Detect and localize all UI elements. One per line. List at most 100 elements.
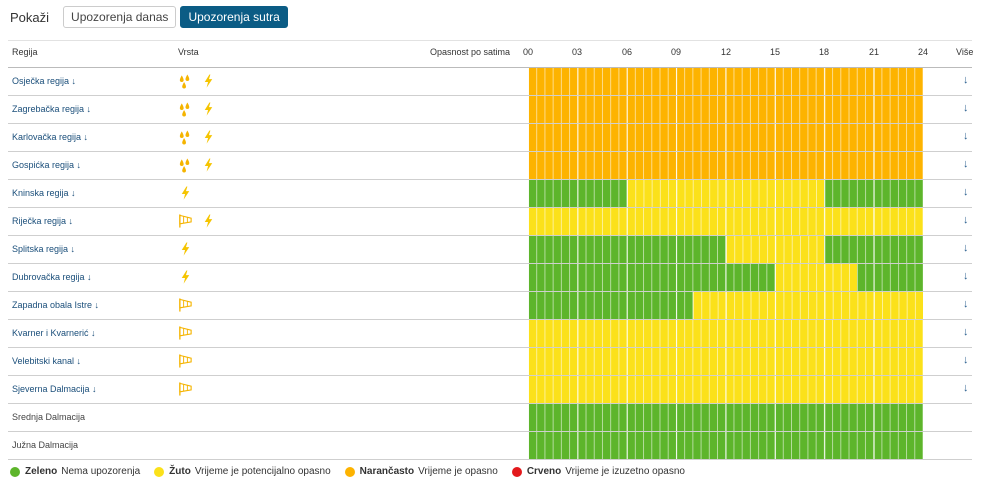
- legend-item-yellow: Žuto Vrijeme je potencijalno opasno: [154, 466, 331, 477]
- hourly-danger-bar: [528, 236, 923, 263]
- hour-tick: 21: [868, 47, 880, 57]
- region-link[interactable]: Kvarner i Kvarnerić ↓: [12, 328, 96, 338]
- region-link: Južna Dalmacija: [12, 440, 79, 450]
- table-row: Gospićka regija ↓ ↓: [8, 152, 972, 180]
- rain-icon: [178, 157, 193, 178]
- more-arrow-icon[interactable]: ↓: [963, 102, 969, 114]
- danger-segment-green: [857, 264, 923, 291]
- legend-desc: Vrijeme je potencijalno opasno: [194, 466, 331, 477]
- wind-icon: [178, 213, 193, 234]
- more-arrow-icon[interactable]: ↓: [963, 270, 969, 282]
- danger-segment-yellow: [626, 180, 825, 207]
- tab-warnings-tomorrow[interactable]: Upozorenja sutra: [180, 6, 288, 28]
- region-link[interactable]: Dubrovačka regija ↓: [12, 272, 92, 282]
- legend-dot-red: [511, 466, 522, 477]
- table-row: Osječka regija ↓ ↓: [8, 68, 972, 96]
- legend-name: Narančasto: [359, 466, 415, 477]
- lightning-icon: [201, 73, 216, 94]
- wind-icon: [178, 325, 193, 346]
- legend-desc: Vrijeme je opasno: [418, 466, 498, 477]
- table-row: Zagrebačka regija ↓ ↓: [8, 96, 972, 124]
- wind-icon: [178, 381, 193, 402]
- warning-types: [178, 325, 193, 346]
- legend-dot-yellow: [154, 466, 165, 477]
- rain-icon: [178, 129, 193, 150]
- region-link: Srednja Dalmacija: [12, 412, 86, 422]
- hour-tick: 03: [571, 47, 583, 57]
- more-arrow-icon[interactable]: ↓: [963, 186, 969, 198]
- danger-segment-yellow: [528, 320, 923, 347]
- hour-tick: 00: [522, 47, 534, 57]
- region-link[interactable]: Karlovačka regija ↓: [12, 132, 89, 142]
- danger-segment-yellow: [774, 264, 858, 291]
- danger-segment-yellow: [528, 348, 923, 375]
- wind-icon: [178, 353, 193, 374]
- danger-segment-green: [528, 432, 923, 459]
- column-header-type: Vrsta: [178, 47, 199, 57]
- lightning-icon: [178, 185, 193, 206]
- more-arrow-icon[interactable]: ↓: [963, 214, 969, 226]
- rain-icon: [178, 73, 193, 94]
- region-link[interactable]: Osječka regija ↓: [12, 76, 77, 86]
- legend-item-red: Crveno Vrijeme je izuzetno opasno: [511, 466, 685, 477]
- region-link[interactable]: Gospićka regija ↓: [12, 160, 82, 170]
- hourly-danger-bar: [528, 208, 923, 235]
- more-arrow-icon[interactable]: ↓: [963, 354, 969, 366]
- more-arrow-icon[interactable]: ↓: [963, 382, 969, 394]
- warning-types: [178, 129, 216, 150]
- danger-segment-orange: [528, 96, 923, 123]
- region-link[interactable]: Velebitski kanal ↓: [12, 356, 82, 366]
- hourly-danger-bar: [528, 320, 923, 347]
- region-link[interactable]: Riječka regija ↓: [12, 216, 74, 226]
- danger-segment-green: [528, 236, 726, 263]
- legend-item-orange: Narančasto Vrijeme je opasno: [344, 466, 498, 477]
- region-link[interactable]: Zapadna obala Istre ↓: [12, 300, 100, 310]
- warning-types: [178, 157, 216, 178]
- more-arrow-icon[interactable]: ↓: [963, 326, 969, 338]
- region-link[interactable]: Zagrebačka regija ↓: [12, 104, 92, 114]
- legend: Zeleno Nema upozorenja Žuto Vrijeme je p…: [10, 466, 699, 477]
- hourly-danger-bar: [528, 124, 923, 151]
- warning-types: [178, 101, 216, 122]
- table-row: Zapadna obala Istre ↓ ↓: [8, 292, 972, 320]
- warning-types: [178, 353, 193, 374]
- region-link[interactable]: Kninska regija ↓: [12, 188, 76, 198]
- region-link[interactable]: Sjeverna Dalmacija ↓: [12, 384, 97, 394]
- danger-segment-green: [824, 236, 923, 263]
- hourly-danger-bar: [528, 180, 923, 207]
- toolbar: Pokaži Upozorenja danas Upozorenja sutra: [10, 6, 292, 28]
- legend-dot-green: [10, 466, 20, 477]
- tab-warnings-today[interactable]: Upozorenja danas: [63, 6, 177, 28]
- hourly-danger-bar: [528, 68, 923, 95]
- hourly-danger-bar: [528, 96, 923, 123]
- hour-tick: 09: [670, 47, 682, 57]
- more-arrow-icon[interactable]: ↓: [963, 130, 969, 142]
- table-row: Riječka regija ↓ ↓: [8, 208, 972, 236]
- warnings-table: Regija Vrsta Opasnost po satima 00 03 06…: [8, 40, 974, 460]
- hour-tick: 15: [769, 47, 781, 57]
- danger-segment-yellow: [692, 292, 923, 319]
- warning-types: [178, 73, 216, 94]
- warning-types: [178, 185, 193, 206]
- lightning-icon: [201, 129, 216, 150]
- more-arrow-icon[interactable]: ↓: [963, 242, 969, 254]
- lightning-icon: [178, 269, 193, 290]
- table-row: Kninska regija ↓ ↓: [8, 180, 972, 208]
- table-row: Kvarner i Kvarnerić ↓ ↓: [8, 320, 972, 348]
- region-link[interactable]: Splitska regija ↓: [12, 244, 76, 254]
- warning-types: [178, 381, 193, 402]
- more-arrow-icon[interactable]: ↓: [963, 298, 969, 310]
- warning-types: [178, 297, 193, 318]
- table-row: Sjeverna Dalmacija ↓ ↓: [8, 376, 972, 404]
- lightning-icon: [201, 101, 216, 122]
- more-arrow-icon[interactable]: ↓: [963, 158, 969, 170]
- column-header-region: Regija: [12, 47, 38, 57]
- column-header-danger: Opasnost po satima: [430, 47, 511, 57]
- more-arrow-icon[interactable]: ↓: [963, 74, 969, 86]
- danger-segment-green: [824, 180, 923, 207]
- legend-desc: Nema upozorenja: [61, 466, 141, 477]
- column-header-more: Više: [956, 47, 974, 57]
- hourly-danger-bar: [528, 432, 923, 459]
- show-label: Pokaži: [10, 9, 50, 25]
- legend-desc: Vrijeme je izuzetno opasno: [565, 466, 685, 477]
